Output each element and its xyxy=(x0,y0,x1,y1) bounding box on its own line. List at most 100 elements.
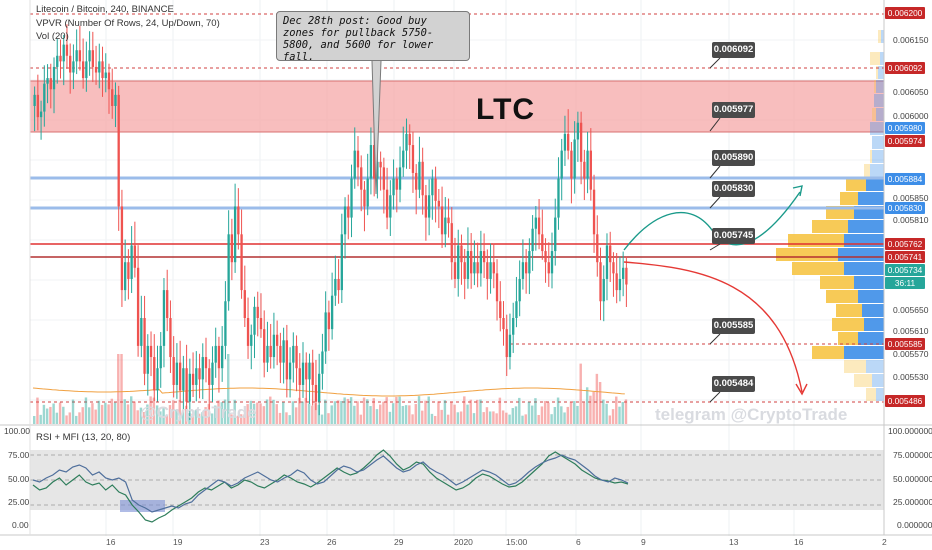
volume-bar xyxy=(68,412,72,424)
price-box: 0.006092 xyxy=(885,62,925,74)
volume-bar xyxy=(288,415,291,424)
volume-profile-up xyxy=(876,66,878,79)
volume-bar xyxy=(120,354,123,424)
candle-body xyxy=(395,178,398,190)
volume-bar xyxy=(81,407,84,424)
candle-body xyxy=(350,178,353,218)
candle-body xyxy=(470,251,473,274)
candle-body xyxy=(424,195,428,218)
volume-bar xyxy=(589,395,592,424)
volume-profile-up xyxy=(840,192,858,205)
volume-bar xyxy=(78,412,81,424)
volume-bar xyxy=(527,401,531,424)
volume-profile-down xyxy=(870,164,884,177)
candle-body xyxy=(427,195,431,218)
candle-body xyxy=(579,122,583,162)
candle-body xyxy=(466,251,470,279)
volume-bar xyxy=(217,400,220,424)
volume-profile-down xyxy=(872,136,884,149)
candle-body xyxy=(379,161,382,168)
candle-body xyxy=(356,150,360,168)
volume-profile-down xyxy=(848,220,884,233)
callout-note: Dec 28th post: Good buy zones for pullba… xyxy=(276,11,470,63)
candle-body xyxy=(292,345,295,363)
rsi-left-tick: 100.00 xyxy=(4,426,30,436)
candle-body xyxy=(405,133,408,151)
watermark-left: @CryptoTrade xyxy=(140,403,257,422)
candle-body xyxy=(91,50,94,67)
volume-profile-down xyxy=(844,346,884,359)
candle-body xyxy=(489,262,492,279)
x-tick-label: 2 xyxy=(882,537,887,547)
volume-bar xyxy=(456,412,460,424)
volume-bar xyxy=(278,412,282,424)
volume-bar xyxy=(550,414,553,424)
candle-body xyxy=(486,262,489,279)
volume-bar xyxy=(194,409,198,424)
candle-body xyxy=(570,150,573,179)
candle-body xyxy=(473,262,476,274)
volume-bar xyxy=(172,400,175,424)
volume-bar xyxy=(210,413,214,424)
candle-body xyxy=(140,318,143,346)
x-tick-label: 9 xyxy=(641,537,646,547)
volume-bar xyxy=(611,409,615,424)
candle-body xyxy=(98,61,101,73)
candle-body xyxy=(107,72,111,90)
candle-body xyxy=(295,345,298,369)
volume-bar xyxy=(582,402,586,424)
volume-profile-up xyxy=(864,164,870,177)
volume-bar xyxy=(366,399,369,424)
volume-bar xyxy=(65,415,68,424)
volume-bar xyxy=(75,415,78,424)
candle-body xyxy=(311,362,314,385)
volume-bar xyxy=(91,403,94,424)
volume-profile-up xyxy=(878,30,881,43)
volume-bar xyxy=(547,402,550,424)
volume-bar xyxy=(417,396,421,424)
rsi-label: RSI + MFI (13, 20, 80) xyxy=(36,432,131,443)
rsi-right-tick: 75.000000 xyxy=(893,450,932,460)
candle-body xyxy=(327,312,331,330)
volume-profile-down xyxy=(872,150,884,163)
candle-body xyxy=(334,278,337,296)
candle-body xyxy=(120,206,124,291)
volume-bar xyxy=(592,392,595,424)
volume-bar xyxy=(576,405,579,424)
volume-bar xyxy=(346,398,350,424)
volume-bar xyxy=(472,413,476,424)
candle-body xyxy=(318,373,321,402)
candles xyxy=(33,24,628,420)
volume-profile-up xyxy=(838,332,858,345)
x-tick-label: 26 xyxy=(327,537,337,547)
volume-bar xyxy=(621,401,624,424)
candle-body xyxy=(625,267,628,285)
volume-bar xyxy=(136,410,139,424)
volume-bar xyxy=(521,415,524,424)
volume-bar xyxy=(246,404,249,424)
volume-ma-line xyxy=(32,387,625,397)
candle-body xyxy=(563,133,567,151)
volume-label: Vol (20) xyxy=(36,31,69,42)
candle-body xyxy=(621,267,625,279)
volume-bar xyxy=(488,411,492,424)
candle-body xyxy=(149,345,153,358)
volume-bar xyxy=(433,415,437,424)
volume-bar xyxy=(94,409,97,424)
candle-body xyxy=(444,217,447,235)
price-tag-pointer xyxy=(709,117,721,132)
candle-body xyxy=(369,145,373,179)
volume-profile-down xyxy=(866,360,884,373)
volume-profile-down xyxy=(878,66,884,79)
candle-body xyxy=(372,145,376,179)
volume-bar xyxy=(466,404,469,424)
candle-body xyxy=(227,234,230,302)
candle-body xyxy=(94,66,98,73)
candle-body xyxy=(133,245,137,268)
volume-profile-down xyxy=(858,290,884,303)
volume-bar xyxy=(408,405,411,424)
volume-bar xyxy=(579,363,582,424)
candle-body xyxy=(104,72,107,79)
volume-bar xyxy=(498,397,502,424)
volume-bar xyxy=(598,382,602,424)
